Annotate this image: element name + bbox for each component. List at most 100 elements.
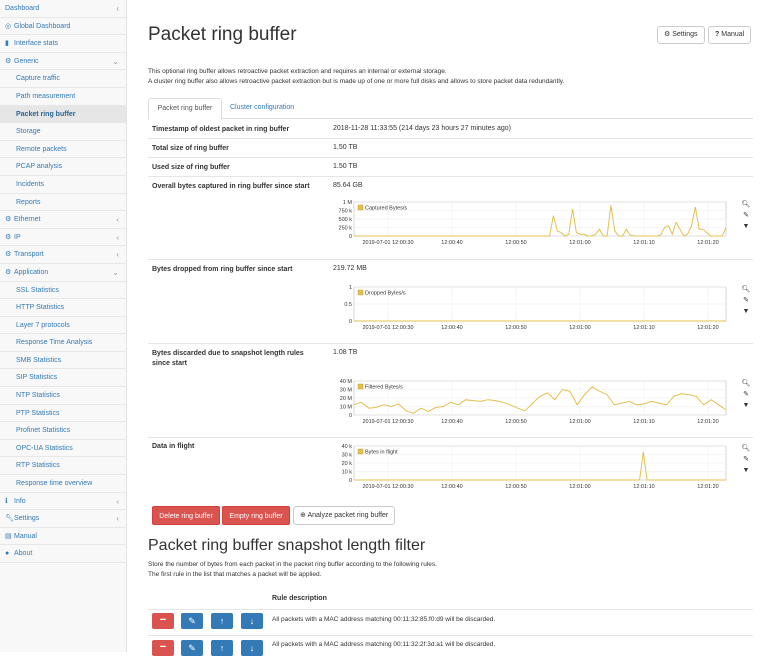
empty-ring-buffer-button[interactable]: Empty ring buffer [222, 506, 290, 525]
sidebar-item-ssl-statistics[interactable]: SSL Statistics [0, 282, 126, 300]
caret-down-icon[interactable]: ▼ [742, 223, 750, 230]
sidebar-item-label: Layer 7 protocols [16, 321, 70, 329]
tab-cluster-configuration[interactable]: Cluster configuration [230, 104, 295, 111]
gear-icon: ⚙ [5, 251, 12, 259]
zoom-icon[interactable]: 🔍︎ [741, 286, 751, 293]
move-rule-up-button[interactable]: ↑ [211, 640, 233, 656]
y-tick-label: 30 k [342, 453, 353, 459]
sidebar-item-storage[interactable]: Storage [0, 123, 126, 141]
sidebar-item-response-time-analysis[interactable]: Response Time Analysis [0, 334, 126, 352]
sidebar-item-ptp-statistics[interactable]: PTP Statistics [0, 405, 126, 423]
chart-svg: 1 0.5 0 2019-07-01 12:00:30 12:00:40 12:00:50… [344, 285, 727, 331]
sidebar-item-label: Transport [14, 251, 44, 259]
sidebar-item-layer-7-protocols[interactable]: Layer 7 protocols [0, 317, 126, 335]
divider [148, 259, 753, 260]
arrow-up-icon: ↑ [219, 643, 225, 653]
divider [148, 635, 753, 636]
y-tick-label: 10 k [342, 470, 353, 476]
delete-ring-buffer-button[interactable]: Delete ring buffer [152, 506, 220, 525]
page-title: Packet ring buffer [148, 24, 297, 45]
sidebar-item-info[interactable]: ℹ Info ‹ [0, 493, 126, 511]
sidebar-item-ethernet[interactable]: ⚙ Ethernet ‹ [0, 211, 126, 229]
sidebar-item-transport[interactable]: ⚙ Transport ‹ [0, 246, 126, 264]
x-tick-label: 12:01:00 [569, 484, 590, 490]
divider [148, 157, 753, 158]
y-tick-label: 20 k [342, 461, 353, 467]
info-icon: ℹ [5, 497, 8, 505]
sidebar-item-http-statistics[interactable]: HTTP Statistics [0, 299, 126, 317]
pin-icon[interactable]: ✎ [743, 297, 749, 304]
remove-rule-button[interactable]: − [152, 640, 174, 656]
sidebar-item-label: Dashboard [5, 5, 40, 12]
edit-rule-button[interactable]: ✎ [181, 640, 203, 656]
divider [148, 176, 753, 177]
captured-value: 85.64 GB [333, 182, 363, 189]
edit-rule-button[interactable]: ✎ [181, 613, 203, 629]
sidebar-item-path-measurement[interactable]: Path measurement [0, 88, 126, 106]
x-tick-label: 12:00:40 [441, 325, 462, 331]
divider [148, 437, 753, 438]
dropped-chart: 1 0.5 0 2019-07-01 12:00:30 12:00:40 12:00:50… [328, 283, 728, 331]
sidebar-item-opc-ua-statistics[interactable]: OPC-UA Statistics [0, 440, 126, 458]
caret-down-icon[interactable]: ▼ [742, 308, 750, 315]
tab-packet-ring-buffer[interactable]: Packet ring buffer [148, 98, 222, 120]
sidebar-item-smb-statistics[interactable]: SMB Statistics [0, 352, 126, 370]
sidebar-item-incidents[interactable]: Incidents [0, 176, 126, 194]
x-tick-label: 12:01:00 [569, 419, 590, 425]
sidebar-item-manual[interactable]: ▤ Manual [0, 528, 126, 546]
sidebar-item-reports[interactable]: Reports [0, 194, 126, 212]
pin-icon[interactable]: ✎ [743, 456, 749, 463]
x-tick-label: 2019-07-01 12:00:30 [362, 240, 413, 246]
pin-icon[interactable]: ✎ [743, 212, 749, 219]
x-tick-label: 12:00:50 [505, 419, 526, 425]
remove-rule-button[interactable]: − [152, 613, 174, 629]
zoom-icon[interactable]: 🔍︎ [741, 201, 751, 208]
sidebar-item-ntp-statistics[interactable]: NTP Statistics [0, 387, 126, 405]
y-tick-label: 0 [349, 319, 352, 325]
sidebar-item-sip-statistics[interactable]: SIP Statistics [0, 369, 126, 388]
zoom-icon[interactable]: 🔍︎ [741, 380, 751, 387]
analyze-ring-buffer-button[interactable]: ⊕ Analyze packet ring buffer [293, 506, 396, 525]
sidebar-item-generic[interactable]: ⚙ Generic ⌄ [0, 53, 126, 71]
sidebar-item-settings[interactable]: 🔧︎Settings ‹ [0, 510, 126, 528]
y-tick-label: 20 M [340, 396, 353, 402]
dropped-label: Bytes dropped from ring buffer since sta… [152, 266, 293, 273]
analyze-button-label: Analyze packet ring buffer [307, 512, 389, 519]
pin-icon[interactable]: ✎ [743, 391, 749, 398]
caret-down-icon[interactable]: ▼ [742, 467, 750, 474]
zoom-icon[interactable]: 🔍︎ [741, 445, 751, 452]
sidebar-item-pcap-analysis[interactable]: PCAP analysis [0, 158, 126, 176]
settings-button-label: Settings [672, 31, 698, 38]
sidebar-item-interface-stats[interactable]: ▮ Interface stats [0, 35, 126, 53]
legend-label: Captured Bytes/s [365, 206, 407, 212]
chevron-left-icon: ‹ [116, 496, 119, 506]
caret-down-icon[interactable]: ▼ [742, 402, 750, 409]
sidebar-item-capture-traffic[interactable]: Capture traffic [0, 70, 126, 88]
manual-button[interactable]: ? Manual [708, 26, 752, 44]
legend-swatch [357, 204, 364, 211]
sidebar-item-application[interactable]: ⚙ Application ⌄ [0, 264, 126, 282]
description-line-1: This optional ring buffer allows retroac… [148, 68, 447, 75]
move-rule-up-button[interactable]: ↑ [211, 613, 233, 629]
sidebar-item-about[interactable]: ● About [0, 545, 126, 563]
sidebar-item-dashboard[interactable]: Dashboard ‹ [0, 0, 126, 18]
sidebar-item-remote-packets[interactable]: Remote packets [0, 141, 126, 159]
sidebar-item-profinet-statistics[interactable]: Profinet Statistics [0, 422, 126, 440]
about-icon: ● [5, 550, 10, 558]
filter-description-line-2: The first rule in the list that matches … [148, 571, 322, 578]
sidebar-item-global-dashboard[interactable]: ◎ Global Dashboard [0, 18, 126, 36]
y-tick-label: 40 k [342, 444, 353, 450]
sidebar-item-label: Application [14, 268, 49, 276]
move-rule-down-button[interactable]: ↓ [241, 613, 263, 629]
total-size-label: Total size of ring buffer [152, 145, 229, 152]
settings-button[interactable]: ⚙ Settings [657, 26, 705, 44]
sidebar-item-ip[interactable]: ⚙ IP ‹ [0, 229, 126, 247]
sidebar-item-rtp-statistics[interactable]: RTP Statistics [0, 457, 126, 476]
move-rule-down-button[interactable]: ↓ [241, 640, 263, 656]
sidebar-item-packet-ring-buffer[interactable]: Packet ring buffer [0, 105, 126, 124]
legend-label: Bytes in flight [365, 450, 398, 456]
gear-icon: ⚙ [5, 57, 12, 65]
y-tick-label: 500 k [339, 217, 353, 223]
dropped-value: 219.72 MB [333, 265, 367, 272]
sidebar-item-response-time-overview[interactable]: Response time overview [0, 475, 126, 493]
